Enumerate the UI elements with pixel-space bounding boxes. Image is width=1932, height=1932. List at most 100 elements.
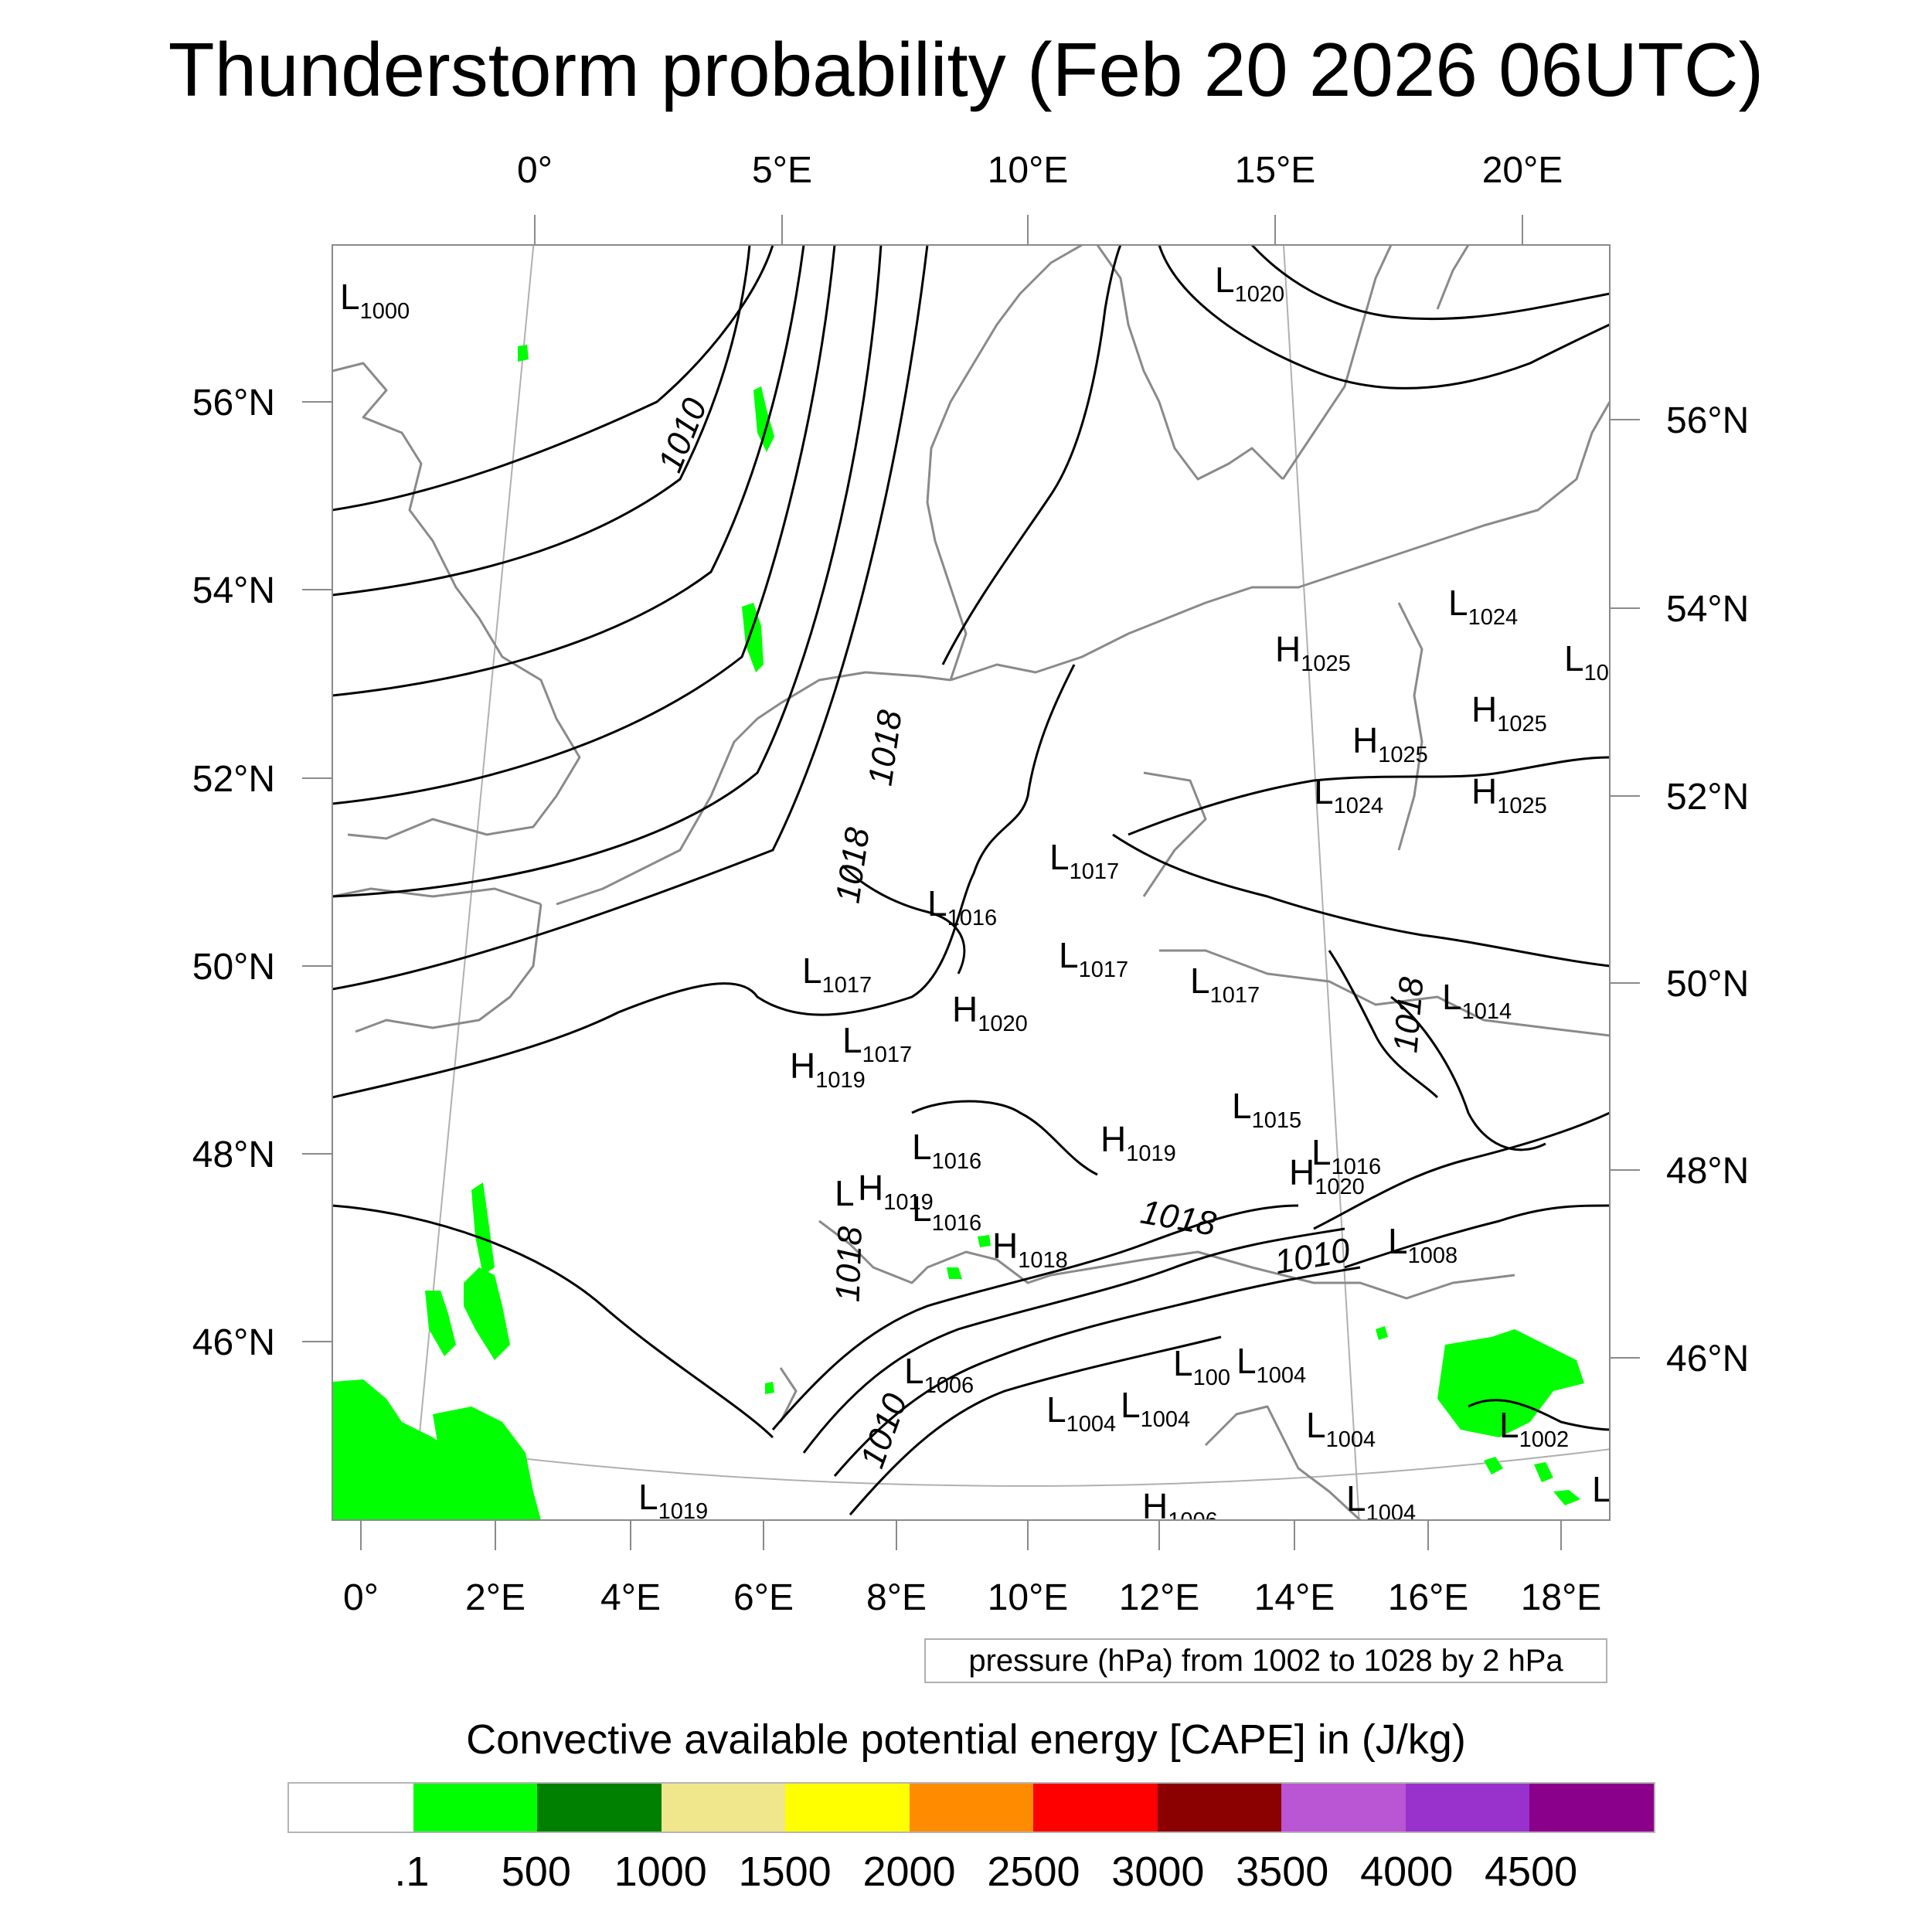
low-pressure-center: L1004 xyxy=(1236,1341,1306,1388)
low-pressure-center: L1008 xyxy=(1388,1221,1458,1268)
border-czech xyxy=(1159,949,1610,1037)
coast-denmark-west xyxy=(926,245,1083,681)
high-pressure-center: H1018 xyxy=(992,1226,1068,1273)
colorbar-segment xyxy=(1281,1784,1406,1832)
left-lat-label: 50°N xyxy=(192,947,275,988)
coast-channel xyxy=(332,887,542,906)
colorbar-segment xyxy=(289,1784,413,1832)
right-lat-label: 46°N xyxy=(1666,1338,1749,1379)
coast-gotland xyxy=(1436,245,1470,310)
bottom-lon-label: 4°E xyxy=(600,1577,661,1618)
coastlines xyxy=(332,245,1610,1520)
high-pressure-center: H1025 xyxy=(1471,771,1547,818)
low-pressure-center: L1024 xyxy=(1314,771,1383,818)
low-pressure-center: L1015 xyxy=(1232,1086,1301,1133)
low-pressure-center: L1014 xyxy=(1442,977,1512,1024)
cape-region xyxy=(1484,1457,1503,1475)
low-pressure-center: L1017 xyxy=(1190,961,1260,1008)
colorbar-segment xyxy=(785,1784,910,1832)
cape-region xyxy=(433,1406,541,1520)
bottom-lon-label: 0° xyxy=(343,1577,379,1618)
coast-brittany xyxy=(355,903,543,1033)
bottom-lon-label: 18°E xyxy=(1521,1577,1602,1618)
high-pressure-center: H1020 xyxy=(952,989,1028,1036)
isobar-w xyxy=(841,864,966,975)
coast-france-benelux xyxy=(556,671,951,906)
cape-region xyxy=(471,1182,495,1275)
cape-region xyxy=(332,1379,510,1520)
low-pressure-center: L1000 xyxy=(340,277,410,324)
cape-shading xyxy=(332,345,1584,1520)
low-pressure-center: L1016 xyxy=(912,1127,981,1174)
isobar-v xyxy=(1468,1399,1610,1431)
plot-frame xyxy=(332,244,1611,1521)
colorbar-label: 2500 xyxy=(987,1849,1080,1895)
colorbar-segment xyxy=(661,1784,786,1832)
cape-region xyxy=(1376,1326,1388,1340)
top-axis-labels: 0° 5°E 10°E 15°E 20°E xyxy=(517,150,1563,191)
top-lon-label: 10°E xyxy=(988,150,1069,191)
low-pressure-center: L xyxy=(835,1173,855,1213)
colorbar-label: 1500 xyxy=(738,1849,832,1895)
pressure-legend: pressure (hPa) from 1002 to 1028 by 2 hP… xyxy=(924,1638,1607,1683)
isobar-i xyxy=(941,245,1122,665)
isobar-s xyxy=(1344,1204,1610,1269)
low-pressure-center: L1016 xyxy=(927,883,997,930)
isobar-o xyxy=(802,1227,1345,1454)
low-pressure-center: L1004 xyxy=(1346,1478,1416,1526)
border-west-germany xyxy=(1142,771,1207,897)
low-pressure-center: L1017 xyxy=(1049,837,1119,884)
colorbar-label: 4000 xyxy=(1360,1849,1454,1895)
low-pressure-center: L100 xyxy=(1173,1343,1230,1390)
high-pressure-center: H1019 xyxy=(858,1168,934,1215)
right-lat-label: 52°N xyxy=(1666,777,1749,818)
low-pressure-center: L1004 xyxy=(1306,1405,1376,1452)
low-pressure-center: L1004 xyxy=(1046,1389,1116,1437)
contour-label: 1018 xyxy=(829,1226,869,1303)
isobar-g xyxy=(332,664,1076,1099)
left-lat-label: 52°N xyxy=(192,759,275,800)
bottom-lon-label: 10°E xyxy=(988,1577,1069,1618)
high-pressure-center: H1019 xyxy=(1100,1119,1176,1166)
isobar-b xyxy=(332,245,751,597)
bottom-axis-labels: 0° 2°E 4°E 6°E 8°E 10°E 12°E 14°E 16°E 1… xyxy=(343,1577,1601,1618)
bottom-lon-label: 8°E xyxy=(866,1577,927,1618)
contour-label: 1018 xyxy=(1386,975,1430,1054)
low-pressure-center: L1004 xyxy=(1121,1385,1190,1432)
colorbar-label: 4500 xyxy=(1485,1849,1578,1895)
low-pressure-center: L xyxy=(1592,1469,1612,1509)
left-lat-label: 48°N xyxy=(192,1134,275,1175)
high-pressure-center: H1025 xyxy=(1471,689,1547,736)
coast-corsica xyxy=(779,1367,798,1423)
low-pressure-center: L1016 xyxy=(1311,1132,1381,1179)
low-pressure-center: L10 xyxy=(1564,638,1609,685)
right-lat-label: 48°N xyxy=(1666,1151,1749,1192)
high-pressure-center: H1020 xyxy=(1289,1152,1365,1199)
colorbar-label: 500 xyxy=(501,1849,571,1895)
low-pressure-center: L1017 xyxy=(1059,935,1128,982)
isobar-j xyxy=(1112,833,1610,968)
right-lat-label: 54°N xyxy=(1666,589,1749,630)
isobar-u xyxy=(1328,950,1439,1099)
colorbar xyxy=(287,1782,1655,1833)
isobar-f xyxy=(332,245,929,991)
chart-title: Thunderstorm probability (Feb 20 2026 06… xyxy=(168,27,1764,112)
cape-region xyxy=(1553,1490,1580,1505)
colorbar-label: 2000 xyxy=(862,1849,956,1895)
right-lat-label: 50°N xyxy=(1666,964,1749,1005)
colorbar-label: 1000 xyxy=(614,1849,707,1895)
colorbar-labels: .1 500 1000 1500 2000 2500 3000 3500 4000 4500 xyxy=(0,1847,1932,1901)
colorbar-segment xyxy=(1033,1784,1158,1832)
cape-region xyxy=(1534,1462,1553,1482)
left-lat-label: 54°N xyxy=(192,570,275,611)
cape-region xyxy=(753,386,774,452)
top-lon-label: 20°E xyxy=(1482,150,1563,191)
left-lat-label: 46°N xyxy=(192,1322,275,1363)
colorbar-segment xyxy=(537,1784,662,1832)
top-lon-label: 0° xyxy=(517,150,553,191)
border-alps xyxy=(818,1219,1515,1300)
cape-region xyxy=(947,1267,962,1279)
coast-adriatic xyxy=(1204,1405,1362,1520)
cape-region xyxy=(518,345,529,362)
